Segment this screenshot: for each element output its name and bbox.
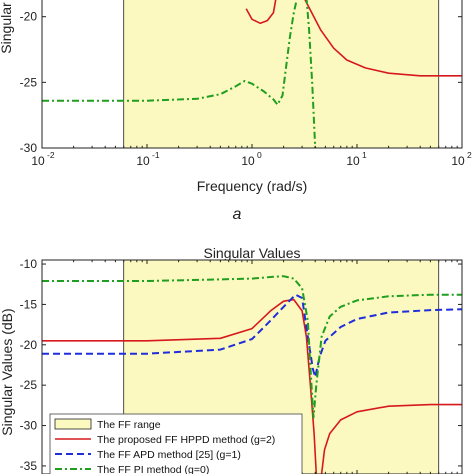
y-tick-label: -25 [20, 378, 38, 392]
legend: The FF range The proposed FF HPPD method… [49, 413, 303, 474]
legend-entry: The FF range [54, 418, 161, 431]
y-tick-label: -30 [20, 419, 38, 433]
series-line [245, 0, 277, 25]
panel-a-axes-box [41, 0, 463, 149]
x-tick-label: 10 [346, 154, 360, 168]
y-tick-label: -25 [20, 75, 38, 89]
legend-label: The proposed FF HPPD method (g=2) [97, 434, 275, 446]
ff-range-band [123, 0, 440, 149]
legend-label: The FF range [97, 419, 161, 431]
panel-b-y-axis-label: Singular Values (dB) [0, 308, 15, 435]
legend-label: The FF PI method (g=0) [97, 464, 209, 474]
legend-entry: The FF APD method [25] (g=1) [55, 449, 241, 461]
panel-a-y-axis-label: Singular [0, 2, 14, 54]
series-line [42, 0, 298, 106]
x-tick-label-exponent: 2 [467, 150, 472, 160]
x-tick-label: 10 [241, 154, 255, 168]
panel-a-caption: a [233, 206, 242, 223]
y-tick-label: -10 [20, 257, 38, 271]
y-tick-label: -30 [20, 141, 38, 155]
x-tick-label-exponent: 0 [257, 150, 262, 160]
x-tick-label-exponent: -2 [47, 150, 55, 160]
x-tick-label-exponent: -1 [152, 150, 160, 160]
y-tick-label: -15 [20, 297, 38, 311]
y-tick-label: -20 [20, 10, 38, 24]
panel-a-x-axis-label: Frequency (rad/s) [197, 178, 307, 194]
panel-b: Singular Values -10 -15 -20 -25 -30 -35 Singu… [0, 245, 463, 474]
x-tick-label: 10 [31, 154, 45, 168]
series-line [304, 0, 462, 77]
x-tick-label: 10 [136, 154, 150, 168]
series-line [320, 403, 462, 474]
panel-b-axes-box [41, 259, 463, 474]
legend-entry: The FF PI method (g=0) [55, 464, 209, 474]
x-tick-label: 10 [451, 154, 465, 168]
legend-swatch-ff-range [54, 418, 92, 430]
x-tick-label-exponent: 1 [362, 150, 367, 160]
y-tick-label: -20 [20, 338, 38, 352]
panel-b-y-ticks: -10 -15 -20 -25 -30 -35 [20, 257, 462, 473]
legend-box [49, 413, 303, 474]
panel-a-x-ticks: 10 -2 10 -1 10 0 10 1 10 2 [31, 150, 472, 168]
panel-a: -20-25-30 10 -2 10 -1 10 0 10 1 10 2 Singular Fre… [0, 0, 472, 223]
series-line [42, 275, 462, 419]
legend-label: The FF APD method [25] (g=1) [97, 449, 241, 461]
series-line [305, 0, 317, 149]
legend-entry: The proposed FF HPPD method (g=2) [55, 434, 275, 446]
panel-b-title: Singular Values [203, 245, 300, 261]
panel-a-y-ticks: -20 -25 -30 [20, 10, 462, 155]
y-tick-label: -35 [20, 459, 38, 473]
